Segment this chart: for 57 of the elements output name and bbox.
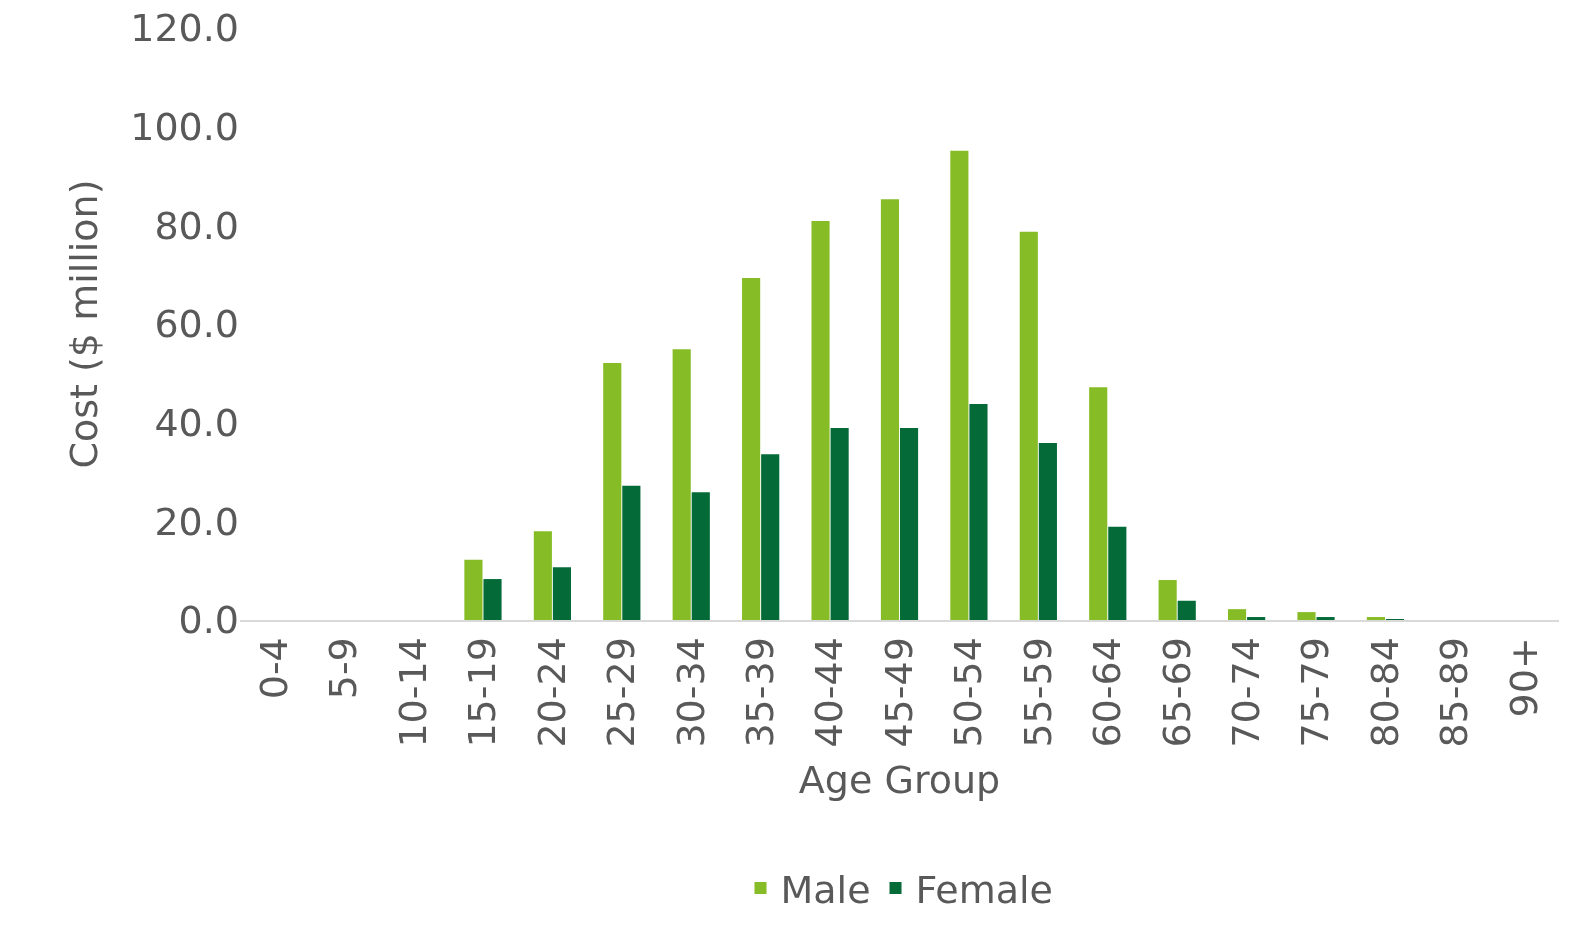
bar bbox=[1297, 612, 1316, 620]
y-tick-label: 20.0 bbox=[154, 499, 239, 544]
bar bbox=[950, 150, 969, 620]
y-tick-label: 100.0 bbox=[130, 104, 239, 149]
bar bbox=[761, 454, 780, 620]
bar bbox=[464, 559, 483, 620]
bar bbox=[1158, 580, 1177, 620]
y-tick-label: 60.0 bbox=[154, 302, 239, 347]
y-tick-label: 120.0 bbox=[130, 6, 239, 51]
bar bbox=[1038, 442, 1057, 620]
x-tick-label: 80-84 bbox=[1362, 637, 1407, 748]
x-tick-label: 75-79 bbox=[1293, 637, 1338, 748]
bar bbox=[742, 278, 761, 620]
bar bbox=[969, 403, 988, 620]
x-tick-label: 15-19 bbox=[460, 637, 505, 748]
y-tick-label: 80.0 bbox=[154, 203, 239, 248]
bar bbox=[811, 220, 830, 620]
bar bbox=[552, 567, 572, 620]
x-tick-label: 35-39 bbox=[738, 637, 783, 748]
x-tick-label: 45-49 bbox=[876, 637, 921, 748]
legend-label: Female bbox=[915, 867, 1053, 912]
y-tick-label: 0.0 bbox=[178, 598, 239, 643]
bar bbox=[1108, 526, 1127, 620]
bar bbox=[603, 362, 622, 620]
bar bbox=[880, 199, 900, 620]
bar bbox=[899, 428, 919, 620]
x-tick-label: 90+ bbox=[1501, 637, 1546, 718]
x-tick-label: 55-59 bbox=[1015, 637, 1060, 748]
x-tick-label: 85-89 bbox=[1432, 637, 1477, 748]
bar bbox=[483, 579, 502, 620]
y-axis-title: Cost ($ million) bbox=[62, 179, 107, 469]
x-tick-label: 60-64 bbox=[1085, 637, 1130, 748]
bar bbox=[1366, 617, 1385, 620]
bar bbox=[672, 349, 691, 620]
x-tick-label: 20-24 bbox=[529, 637, 574, 748]
x-tick-label: 25-29 bbox=[599, 637, 644, 748]
bar bbox=[533, 531, 552, 620]
bar bbox=[1316, 617, 1335, 620]
x-tick-label: 65-69 bbox=[1154, 637, 1199, 748]
y-tick-label: 40.0 bbox=[154, 400, 239, 445]
x-tick-label: 70-74 bbox=[1223, 637, 1268, 748]
x-tick-label: 30-34 bbox=[668, 637, 713, 748]
x-tick-label: 0-4 bbox=[252, 637, 297, 700]
x-tick-label: 5-9 bbox=[321, 637, 366, 700]
x-tick-label: 50-54 bbox=[946, 637, 991, 748]
bar bbox=[1089, 387, 1108, 620]
x-axis-title: Age Group bbox=[798, 758, 1001, 803]
bar bbox=[1247, 617, 1266, 620]
bar bbox=[1019, 231, 1038, 620]
bar bbox=[1227, 609, 1247, 620]
bar bbox=[830, 428, 849, 620]
x-tick-label: 10-14 bbox=[390, 637, 435, 748]
bar bbox=[691, 492, 710, 620]
bar bbox=[622, 485, 641, 620]
bar bbox=[1177, 600, 1196, 620]
x-tick-label: 40-44 bbox=[807, 637, 852, 748]
legend-label: Male bbox=[780, 867, 871, 912]
